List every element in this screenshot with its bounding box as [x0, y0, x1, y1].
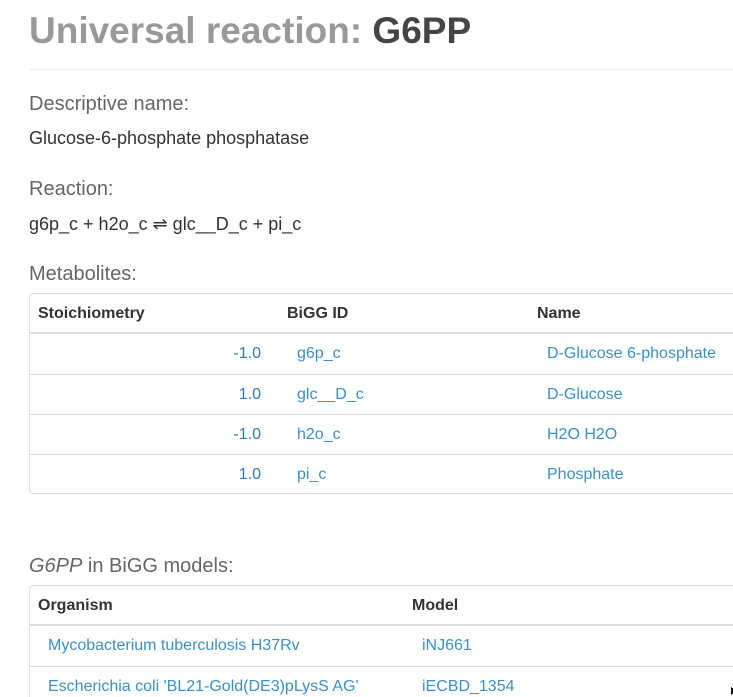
metabolite-name-link[interactable]: D-Glucose — [547, 386, 623, 403]
stoichiometry-cell: -1.0 — [233, 345, 261, 362]
page-title-prefix: Universal reaction: — [29, 10, 363, 51]
descriptive-name-value: Glucose-6-phosphate phosphatase — [29, 128, 310, 148]
metabolites-table-header: Stoichiometry BiGG ID Name — [30, 294, 733, 334]
title-divider — [29, 69, 733, 70]
model-link[interactable]: iNJ661 — [422, 637, 472, 654]
table-row: 1.0 glc__D_c D-Glucose — [30, 374, 733, 414]
metabolites-label: Metabolites: — [29, 263, 137, 285]
models-section-label: G6PP in BiGG models: — [29, 554, 234, 578]
table-row: 1.0 pi_c Phosphate — [30, 454, 733, 493]
table-row: -1.0 g6p_c D-Glucose 6-phosphate — [30, 334, 733, 374]
page-title-reaction-id: G6PP — [372, 10, 472, 51]
metabolite-name-link[interactable]: H2O H2O — [547, 426, 618, 443]
stoichiometry-cell: 1.0 — [238, 466, 261, 483]
models-section-label-text: in BiGG models: — [82, 555, 234, 577]
reaction-equation: g6p_c + h2o_c ⇌ glc__D_c + pi_c — [29, 214, 302, 234]
bigg-id-link[interactable]: g6p_c — [297, 345, 341, 362]
mouse-cursor-icon — [731, 687, 733, 695]
table-row: Mycobacterium tuberculosis H37Rv iNJ661 — [30, 626, 733, 666]
metabolite-name-link[interactable]: D-Glucose 6-phosphate — [547, 345, 716, 362]
organism-link[interactable]: Escherichia coli 'BL21-Gold(DE3)pLysS AG… — [48, 678, 359, 695]
column-header-bigg-id: BiGG ID — [287, 305, 349, 322]
bigg-id-link[interactable]: glc__D_c — [297, 386, 364, 403]
metabolite-name-link[interactable]: Phosphate — [547, 466, 624, 483]
column-header-name: Name — [537, 305, 581, 322]
models-table: Organism Model Mycobacterium tuberculosi… — [29, 585, 733, 697]
page-title: Universal reaction: G6PP — [29, 10, 471, 52]
bigg-id-link[interactable]: h2o_c — [297, 426, 341, 443]
bigg-id-link[interactable]: pi_c — [297, 466, 327, 483]
models-table-header: Organism Model — [30, 586, 733, 626]
stoichiometry-cell: -1.0 — [233, 426, 261, 443]
metabolites-table-body: -1.0 g6p_c D-Glucose 6-phosphate 1.0 glc… — [30, 334, 733, 493]
models-section-reaction-id: G6PP — [29, 555, 83, 577]
model-link[interactable]: iECBD_1354 — [422, 678, 515, 695]
column-header-model: Model — [412, 597, 459, 614]
models-table-body: Mycobacterium tuberculosis H37Rv iNJ661 … — [30, 626, 733, 697]
reaction-label: Reaction: — [29, 178, 114, 200]
column-header-stoichiometry: Stoichiometry — [38, 305, 145, 322]
metabolites-table: Stoichiometry BiGG ID Name -1.0 g6p_c D-… — [29, 293, 733, 494]
stoichiometry-cell: 1.0 — [238, 386, 261, 403]
table-row: -1.0 h2o_c H2O H2O — [30, 414, 733, 454]
column-header-organism: Organism — [38, 597, 113, 614]
table-row: Escherichia coli 'BL21-Gold(DE3)pLysS AG… — [30, 666, 733, 697]
descriptive-name-label: Descriptive name: — [29, 93, 190, 115]
organism-link[interactable]: Mycobacterium tuberculosis H37Rv — [48, 637, 300, 654]
